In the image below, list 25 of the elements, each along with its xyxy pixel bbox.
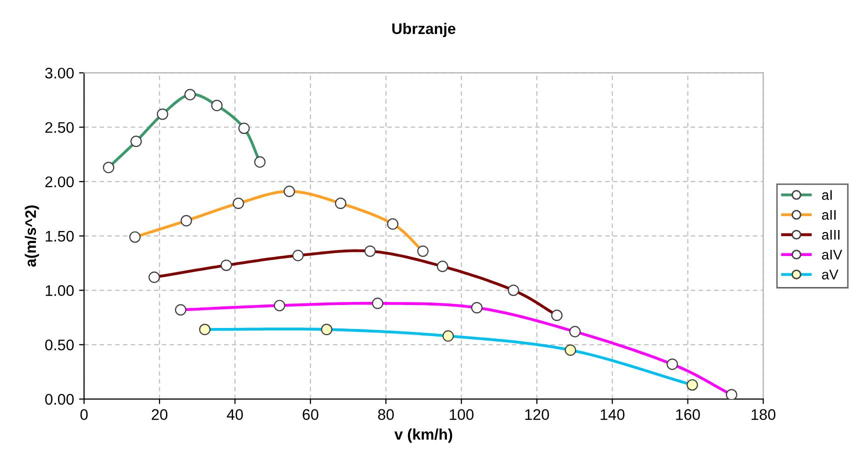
y-tick-label: 2.50	[45, 122, 74, 133]
x-tick-label: 0	[80, 409, 88, 420]
y-tick-label: 2.00	[45, 176, 74, 188]
x-tick-label: 100	[450, 409, 474, 420]
x-axis-title: v (km/h)	[394, 428, 452, 443]
x-tick-label: 80	[378, 409, 394, 420]
legend-label: aI	[822, 190, 832, 200]
x-tick-label: 180	[752, 409, 776, 420]
y-tick-label: 0.00	[45, 394, 74, 405]
y-axis-title: a(m/s^2)	[24, 205, 40, 267]
x-tick-label: 60	[302, 409, 318, 420]
y-tick-label: 0.50	[45, 340, 74, 350]
x-tick-label: 40	[226, 409, 243, 420]
y-tick-label: 1.50	[46, 230, 74, 242]
y-tick-label: 1.00	[46, 285, 74, 296]
legend-label: aIV	[822, 250, 842, 260]
x-tick-label: 140	[600, 409, 624, 420]
chart-title: Ubrzanje	[392, 22, 456, 38]
legend-label: aII	[822, 210, 836, 220]
y-tick-label: 3.00	[45, 68, 74, 79]
legend-label: aV	[822, 270, 838, 280]
x-tick-label: 20	[152, 409, 168, 420]
legend-label: aIII	[822, 230, 840, 240]
x-tick-label: 120	[525, 409, 549, 420]
x-tick-label: 160	[676, 409, 700, 420]
